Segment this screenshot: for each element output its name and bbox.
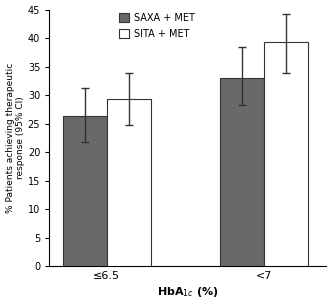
X-axis label: HbA$_{1c}$ (%): HbA$_{1c}$ (%) (157, 285, 219, 300)
Bar (264, 42, 308, 266)
Bar (107, 99, 151, 266)
Legend: SAXA + MET, SITA + MET: SAXA + MET, SITA + MET (115, 9, 198, 43)
Y-axis label: % Patients achieving therapeutic
response (95% CI): % Patients achieving therapeutic respons… (6, 63, 25, 213)
Bar (220, 78, 264, 266)
Bar (63, 116, 107, 266)
